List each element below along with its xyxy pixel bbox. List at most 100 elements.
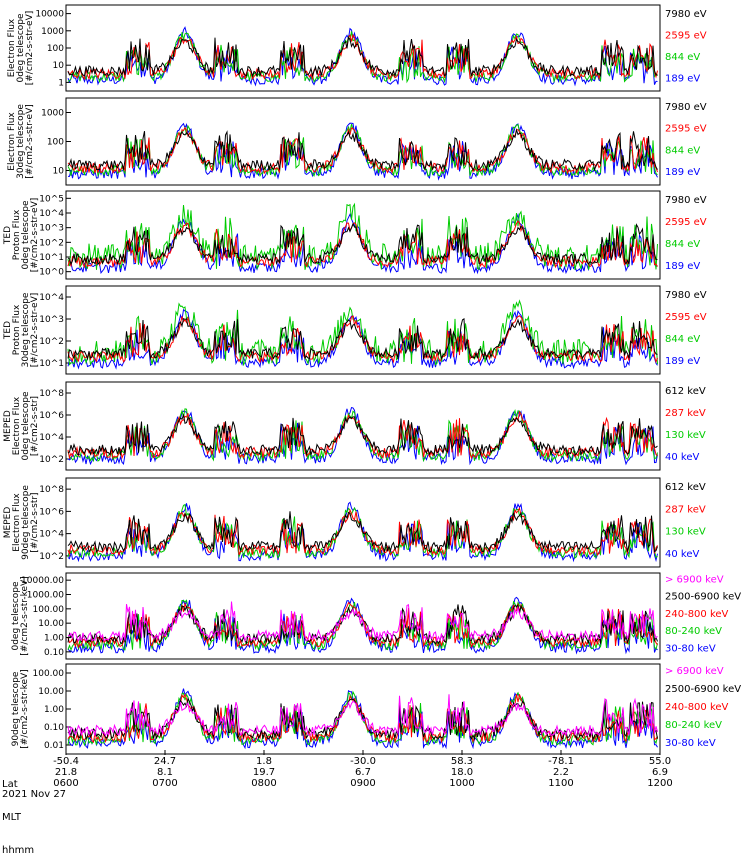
legend-entry: 189 eV	[665, 261, 700, 272]
xtick-label: 1100	[548, 778, 573, 789]
ytick-label: 10.00	[38, 619, 64, 629]
ytick-label: 10^5	[39, 194, 64, 204]
ytick-label: 0.10	[44, 648, 64, 658]
legend-entry: > 6900 keV	[665, 666, 724, 677]
panel-2: 10 100 1000 Electron Flux 30deg telescope [#/…	[7, 97, 707, 186]
ytick-label: 10^2	[39, 238, 64, 248]
legend-entry: 40 keV	[665, 549, 699, 560]
ylabel-line: [#/cm2-s-str-keV]	[20, 576, 30, 655]
ylabel-line: Electron Flux	[12, 396, 22, 455]
ytick-label: 1.00	[44, 634, 64, 644]
ytick-label: 10^8	[39, 485, 64, 495]
ytick-label: 1000.00	[27, 591, 64, 601]
legend-entry: 2500-6900 keV	[665, 684, 741, 695]
panel-3: 10^0 10^1 10^2 10^3 10^4 10^5 TED Proton Flux 0d…	[3, 190, 707, 280]
series-trace-0	[67, 318, 658, 361]
legend-entry: 130 keV	[665, 430, 706, 441]
series-trace-3	[67, 212, 658, 275]
xtick-label: 8.1	[157, 767, 173, 778]
ytick-label: 10^1	[39, 359, 64, 369]
ytick-label: 10^3	[39, 224, 64, 234]
ytick-label: 10^6	[39, 507, 64, 517]
legend-entry: 844 eV	[665, 52, 700, 63]
ytick-label: 10^6	[39, 411, 64, 421]
ytick-label: 10000	[35, 10, 64, 20]
ylabel-line: [#/cm2-s-str]	[30, 396, 40, 456]
series-trace-2	[67, 693, 658, 744]
series-trace-2	[67, 503, 658, 560]
series-trace-2	[67, 202, 658, 271]
ytick-label: 1.00	[44, 705, 64, 715]
ytick-label: 10^3	[39, 315, 64, 325]
ytick-label: 100.00	[33, 605, 65, 615]
ylabel-line: 30deg telescope	[16, 104, 26, 179]
series-trace-0	[67, 601, 658, 643]
legend-entry: 7980 eV	[665, 290, 707, 301]
xaxis-label-lat: Lat	[2, 779, 18, 790]
ylabel-line: TED	[3, 226, 13, 245]
ylabel-line: 0deg telescope	[21, 391, 31, 461]
legend-entry: 80-240 keV	[665, 720, 722, 731]
ytick-label: 10^4	[39, 293, 64, 303]
ylabel-line: 90deg telescope	[11, 671, 21, 746]
xaxis-row-labels: Lat MLT hhmm	[2, 757, 34, 867]
panel-4: 10^1 10^2 10^3 10^4 TED Proton Flux 30deg tele…	[3, 285, 707, 375]
legend-entry: 240-800 keV	[665, 702, 729, 713]
xtick-label: -78.1	[548, 756, 574, 767]
legend-entry: > 6900 keV	[665, 574, 724, 585]
series-trace-0	[67, 413, 658, 457]
xtick-label: -50.4	[53, 756, 79, 767]
ylabel-line: [#/cm2-s-str]	[30, 492, 40, 552]
legend-entry: 2595 eV	[665, 217, 707, 228]
legend-entry: 40 keV	[665, 452, 699, 463]
ytick-label: 100	[47, 44, 64, 54]
legend-entry: 844 eV	[665, 145, 700, 156]
legend-entry: 189 eV	[665, 356, 700, 367]
panel-frame	[65, 477, 661, 568]
ylabel-line: [#/cm2-s-str-eV]	[30, 293, 40, 368]
legend-entry: 7980 eV	[665, 9, 707, 20]
panel-frame	[65, 381, 661, 471]
legend-entry: 2595 eV	[665, 124, 707, 135]
ytick-label: 100	[47, 138, 64, 148]
ytick-label: 10	[53, 61, 65, 71]
ytick-label: 10^8	[39, 389, 64, 399]
legend-entry: 2595 eV	[665, 30, 707, 41]
legend-entry: 287 keV	[665, 504, 706, 515]
panel-frame	[65, 572, 661, 660]
legend-entry: 30-80 keV	[665, 738, 716, 749]
ytick-label: 1000	[41, 109, 64, 119]
ytick-label: 10^2	[39, 552, 64, 562]
legend-entry: 612 keV	[665, 386, 706, 397]
ytick-label: 1000	[41, 27, 64, 37]
xtick-label: 2.2	[553, 767, 569, 778]
xtick-label: 19.7	[253, 767, 275, 778]
ytick-label: 10.00	[38, 687, 64, 697]
panel-8: 0.01 0.10 1.00 10.00 100.00 90deg telescope [#…	[11, 663, 741, 755]
legend-entry: 130 keV	[665, 527, 706, 538]
panel-frame	[65, 190, 661, 280]
ylabel-line: [#/cm2-s-str-eV]	[25, 11, 35, 86]
ytick-label: 10^2	[39, 337, 64, 347]
legend-entry: 189 eV	[665, 73, 700, 84]
legend-entry: 7980 eV	[665, 195, 707, 206]
ylabel-line: MEPED	[3, 410, 13, 442]
xtick-label: 58.3	[451, 756, 473, 767]
ylabel-line: TED	[3, 321, 13, 340]
ylabel-line: MEPED	[3, 507, 13, 539]
ytick-label: 10^4	[39, 530, 64, 540]
xtick-label: 6.9	[652, 767, 668, 778]
ytick-label: 100.00	[33, 669, 65, 679]
ylabel-line: 0deg telescope	[21, 200, 31, 270]
xtick-label: -30.0	[350, 756, 376, 767]
ylabel-line: [#/cm2-s-str-eV]	[30, 198, 40, 273]
ylabel-line: [#/cm2-s-str-keV]	[20, 669, 30, 748]
ylabel-line: Proton Flux	[12, 209, 22, 260]
ytick-label: 10000.00	[21, 576, 64, 586]
ytick-label: 10^1	[39, 253, 64, 263]
ytick-label: 10^4	[39, 209, 64, 219]
xtick-label: 55.0	[649, 756, 671, 767]
xtick-label: 1000	[449, 778, 474, 789]
